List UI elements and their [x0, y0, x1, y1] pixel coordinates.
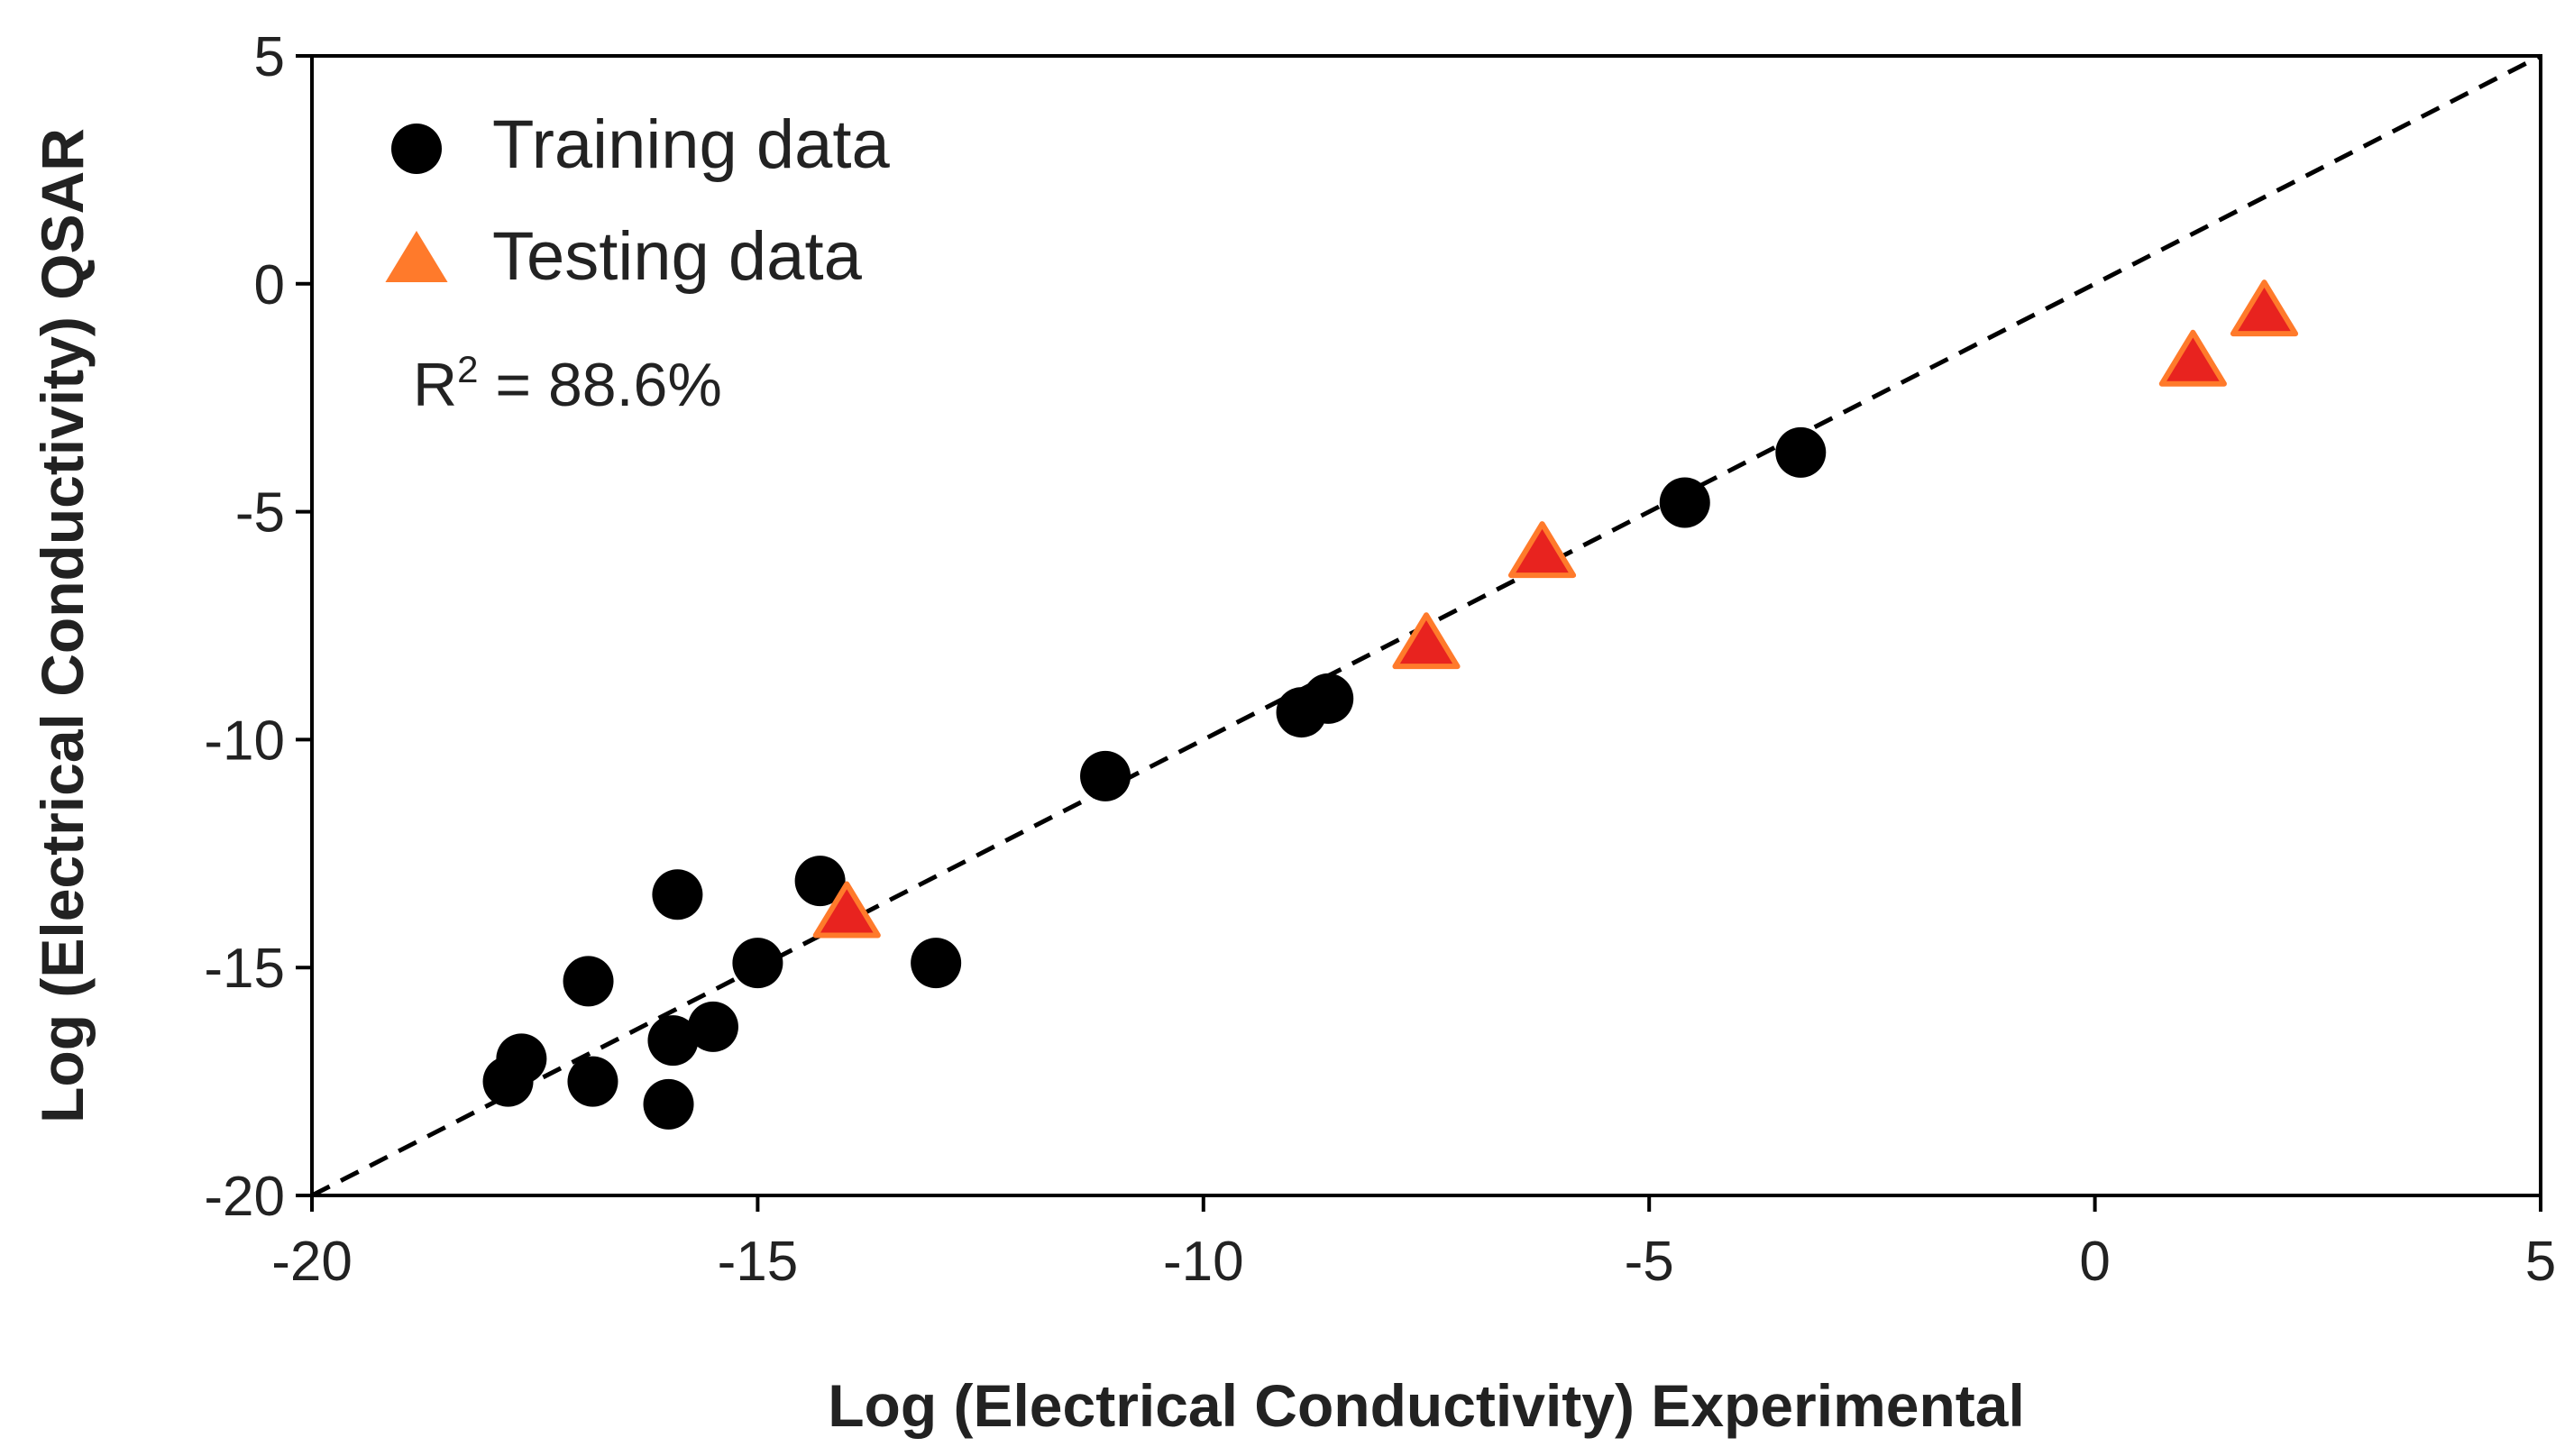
- x-tick-label: 5: [2525, 1231, 2556, 1293]
- testing-point: [2230, 279, 2299, 337]
- testing-point: [1507, 521, 1577, 579]
- training-point: [647, 1015, 699, 1067]
- annotation-superscript: 2: [457, 348, 478, 390]
- x-tick-label: 0: [2079, 1231, 2110, 1293]
- y-tick-label: -10: [204, 710, 285, 772]
- y-tick-label: 5: [254, 26, 285, 88]
- data-marks: [482, 279, 2299, 1130]
- legend-marker-testing: [385, 231, 448, 282]
- training-point: [1303, 673, 1354, 724]
- x-tick-label: -5: [1625, 1231, 1674, 1293]
- y-tick-label: -5: [235, 482, 285, 545]
- training-point: [687, 1001, 738, 1052]
- legend-label-testing: Testing data: [492, 218, 863, 295]
- x-tick-label: -10: [1163, 1231, 1244, 1293]
- tick-labels: -20 -15 -10 -5 0 5 5 0 -5 -10 -15 -20: [204, 26, 2556, 1293]
- annotation-suffix: = 88.6%: [478, 351, 721, 419]
- testing-point: [2158, 329, 2227, 387]
- training-point: [1775, 426, 1827, 478]
- r-squared-annotation: R2 = 88.6%: [413, 348, 722, 419]
- testing-point: [1392, 612, 1461, 670]
- annotation-prefix: R: [413, 351, 457, 419]
- training-point: [567, 1056, 618, 1107]
- legend: Training data Testing data: [385, 106, 891, 295]
- training-point: [643, 1078, 694, 1130]
- training-point: [563, 956, 614, 1007]
- x-axis-title: Log (Electrical Conductivity) Experiment…: [828, 1372, 2025, 1439]
- training-point: [911, 938, 962, 989]
- training-point: [652, 869, 703, 920]
- y-axis-title: Log (Electrical Conductivity) QSAR: [29, 128, 96, 1123]
- y-tick-label: -15: [204, 938, 285, 1000]
- training-point: [794, 856, 846, 907]
- training-point: [496, 1033, 547, 1085]
- y-tick-label: -20: [204, 1166, 285, 1228]
- plot-frame: [310, 54, 2542, 1197]
- testing-point: [812, 881, 881, 939]
- training-point: [732, 938, 783, 989]
- legend-label-training: Training data: [492, 106, 891, 183]
- training-point: [1080, 750, 1131, 801]
- x-tick-label: -20: [271, 1231, 353, 1293]
- y-tick-label: 0: [254, 254, 285, 316]
- training-point: [1659, 477, 1710, 528]
- x-tick-label: -15: [718, 1231, 799, 1293]
- legend-marker-training: [391, 124, 442, 174]
